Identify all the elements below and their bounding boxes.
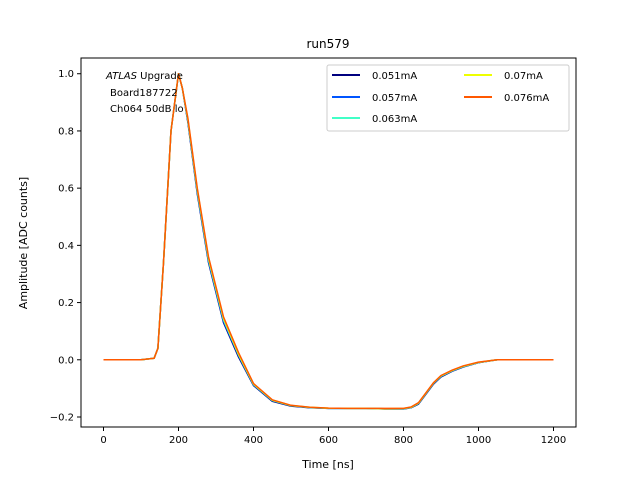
- x-axis-label: Time [ns]: [301, 458, 354, 471]
- annotation-channel: Ch064 50dB lo: [110, 104, 184, 115]
- y-tick-label: 0.8: [58, 126, 74, 137]
- y-tick-label: −0.2: [50, 412, 74, 423]
- y-tick-label: 0.6: [58, 184, 74, 195]
- x-tick-label: 200: [169, 435, 188, 446]
- legend-label: 0.057mA: [372, 93, 417, 104]
- series-layer: [103, 72, 554, 410]
- legend-label: 0.07mA: [504, 71, 543, 82]
- atlas-annotation: ATLAS Upgrade Board187722 Ch064 50dB lo: [105, 71, 184, 115]
- annotation-atlas: ATLAS: [105, 71, 138, 82]
- legend-label: 0.051mA: [372, 71, 417, 82]
- x-tick-label: 800: [394, 435, 413, 446]
- annotation-board: Board187722: [110, 88, 178, 99]
- y-tick-label: 1.0: [58, 69, 74, 80]
- legend-item: 0.051mA: [332, 71, 417, 82]
- x-tick-label: 1200: [541, 435, 566, 446]
- legend-label: 0.076mA: [504, 93, 549, 104]
- legend-box: [326, 64, 570, 132]
- y-tick-label: 0.0: [58, 355, 74, 366]
- x-tick-label: 0: [100, 435, 106, 446]
- y-axis-label: Amplitude [ADC counts]: [17, 177, 30, 309]
- y-tick-label: 0.4: [58, 241, 74, 252]
- legend-item: 0.057mA: [332, 93, 417, 104]
- series-line-4: [103, 72, 554, 410]
- annotation-line-1: ATLAS Upgrade: [105, 71, 183, 82]
- legend-item: 0.063mA: [332, 114, 417, 125]
- legend-label: 0.063mA: [372, 114, 417, 125]
- y-tick-label: 0.2: [58, 298, 74, 309]
- annotation-upgrade: Upgrade: [137, 71, 183, 82]
- legend: 0.051mA 0.057mA 0.063mA 0.07mA 0.076mA: [326, 64, 570, 132]
- x-tick-label: 600: [319, 435, 338, 446]
- chart-title: run579: [306, 37, 349, 51]
- x-tick-label: 1000: [466, 435, 491, 446]
- x-tick-label: 400: [244, 435, 263, 446]
- legend-item: 0.076mA: [464, 93, 549, 104]
- legend-item: 0.07mA: [464, 71, 543, 82]
- x-axis-ticks: 0 200 400 600 800 1000 1200: [100, 427, 566, 446]
- y-axis-ticks: −0.2 0.0 0.2 0.4 0.6 0.8 1.0: [50, 69, 81, 423]
